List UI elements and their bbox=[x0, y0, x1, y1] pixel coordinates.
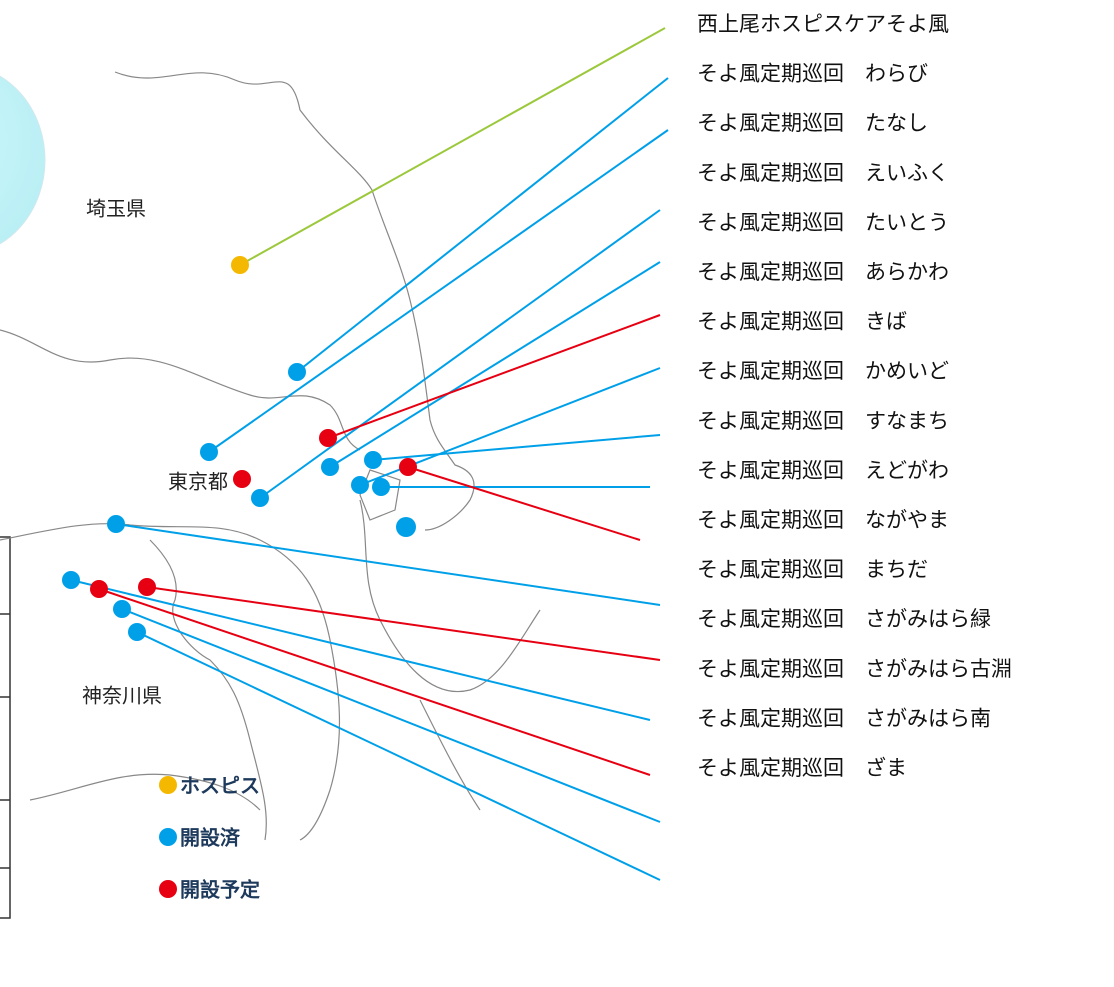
leader-line bbox=[121, 608, 661, 823]
leader-line bbox=[146, 586, 661, 661]
leader-line bbox=[407, 466, 641, 541]
leader-line bbox=[239, 27, 666, 266]
site-dot bbox=[231, 256, 249, 274]
site-label: そよ風定期巡回 きば bbox=[697, 310, 907, 334]
site-dot bbox=[321, 458, 339, 476]
site-label: そよ風定期巡回 まちだ bbox=[697, 558, 928, 582]
site-label: そよ風定期巡回 たなし bbox=[697, 111, 928, 135]
site-label: そよ風定期巡回 えどがわ bbox=[697, 458, 949, 482]
site-dot bbox=[138, 578, 156, 596]
site-dot bbox=[128, 623, 146, 641]
site-label: そよ風定期巡回 ざま bbox=[697, 756, 907, 780]
site-dot bbox=[364, 451, 382, 469]
site-dot bbox=[288, 363, 306, 381]
leader-line bbox=[327, 314, 661, 439]
site-label: そよ風定期巡回 あらかわ bbox=[697, 260, 949, 284]
legend-label: 開設予定 bbox=[180, 878, 260, 902]
site-label: そよ風定期巡回 ながやま bbox=[697, 508, 949, 532]
site-label: そよ風定期巡回 かめいど bbox=[697, 359, 949, 383]
site-dot bbox=[107, 515, 125, 533]
legend-dot bbox=[159, 776, 177, 794]
site-dot bbox=[62, 571, 80, 589]
table-fragment bbox=[0, 536, 11, 919]
leader-line bbox=[115, 523, 661, 606]
site-label: そよ風定期巡回 さがみはら南 bbox=[697, 706, 991, 730]
site-dot bbox=[200, 443, 218, 461]
site-label: そよ風定期巡回 すなまち bbox=[697, 409, 949, 433]
region-label: 東京都 bbox=[168, 470, 228, 494]
legend-label: ホスピス bbox=[180, 774, 260, 798]
site-dot bbox=[251, 489, 269, 507]
legend-dot bbox=[159, 828, 177, 846]
leader-line bbox=[296, 77, 669, 373]
site-dot bbox=[319, 429, 337, 447]
info-bubble bbox=[0, 75, 46, 245]
coastline bbox=[0, 71, 541, 841]
site-dot bbox=[113, 600, 131, 618]
site-dot bbox=[90, 580, 108, 598]
leader-line bbox=[329, 261, 661, 468]
site-label: そよ風定期巡回 さがみはら古淵 bbox=[697, 657, 1012, 681]
site-label: そよ風定期巡回 たいとう bbox=[697, 210, 949, 234]
site-dot bbox=[372, 478, 390, 496]
site-label: 西上尾ホスピスケアそよ風 bbox=[697, 12, 949, 36]
site-label: そよ風定期巡回 えいふく bbox=[697, 161, 949, 185]
site-dot bbox=[396, 517, 416, 537]
site-dot bbox=[399, 458, 417, 476]
site-label: そよ風定期巡回 わらび bbox=[697, 62, 928, 86]
leader-line bbox=[372, 434, 661, 461]
leader-line bbox=[70, 579, 651, 721]
legend-label: 開設済 bbox=[180, 826, 241, 850]
region-label: 神奈川県 bbox=[82, 684, 162, 708]
region-label: 埼玉県 bbox=[86, 197, 146, 221]
site-dot bbox=[351, 476, 369, 494]
leader-line bbox=[208, 129, 669, 453]
legend-dot bbox=[159, 880, 177, 898]
site-label: そよ風定期巡回 さがみはら緑 bbox=[697, 607, 991, 631]
leader-line bbox=[136, 631, 661, 881]
leader-line bbox=[259, 209, 661, 499]
leader-line bbox=[98, 588, 651, 776]
site-dot bbox=[233, 470, 251, 488]
